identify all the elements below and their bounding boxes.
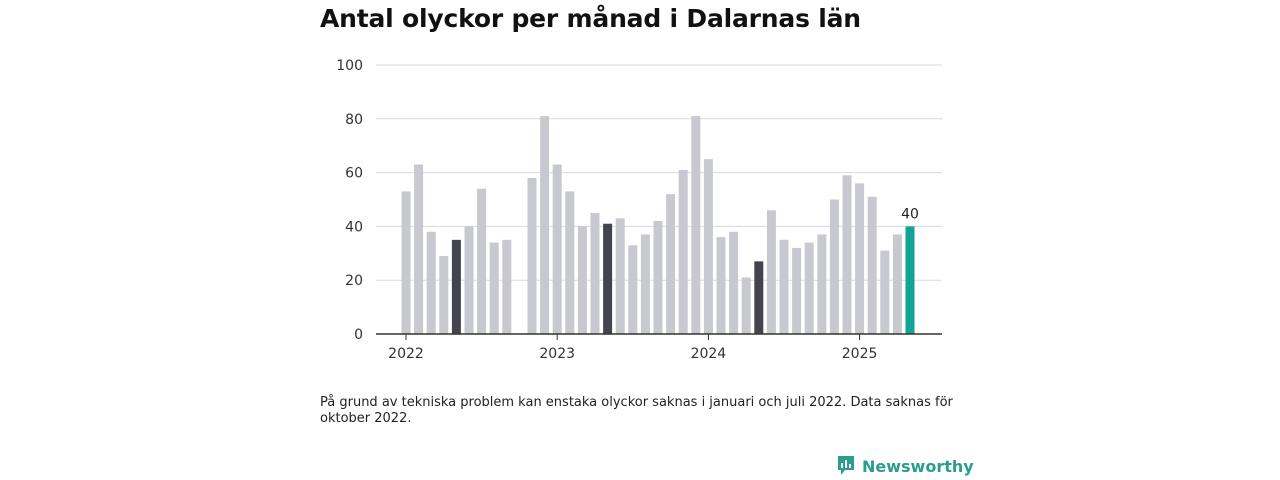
bar-2024-11 <box>829 199 839 334</box>
bar-2022-08 <box>489 242 499 334</box>
bar-2024-02 <box>716 237 726 334</box>
bar-2022-05 <box>451 239 461 334</box>
bar-2025-03 <box>880 250 890 334</box>
x-tick-label: 2023 <box>539 346 575 362</box>
bar-2022-07 <box>477 188 487 334</box>
bar-2023-02 <box>565 191 575 334</box>
bar-2024-03 <box>729 231 739 334</box>
bar-2023-07 <box>628 245 638 334</box>
y-tick-label: 80 <box>345 112 363 128</box>
bar-2025-04 <box>892 234 902 334</box>
bar-2024-08 <box>792 247 802 334</box>
bar-2023-03 <box>577 226 587 334</box>
x-axis-ticks: 2022 2023 2024 2025 <box>388 334 877 362</box>
bar-2023-11 <box>678 169 688 334</box>
bar-2023-06 <box>615 218 625 334</box>
bar-2025-01 <box>855 183 865 334</box>
bar-2024-09 <box>804 242 814 334</box>
bar-2022-02 <box>414 164 424 334</box>
bar-2022-06 <box>464 226 474 334</box>
y-tick-label: 40 <box>345 219 363 235</box>
y-tick-label: 20 <box>345 273 363 289</box>
bars <box>401 116 915 334</box>
bar-2022-12 <box>540 116 550 334</box>
bar-2022-03 <box>426 231 436 334</box>
data-labels: 40 <box>901 206 919 222</box>
bar-2023-12 <box>691 116 701 334</box>
x-tick-label: 2025 <box>842 346 878 362</box>
bar-2023-08 <box>640 234 650 334</box>
bar-2024-07 <box>779 239 789 334</box>
y-tick-label: 100 <box>336 58 363 74</box>
bar-2022-01 <box>401 191 411 334</box>
latest-value-label: 40 <box>901 206 919 222</box>
footnote: På grund av tekniska problem kan enstaka… <box>320 395 953 426</box>
bar-2022-11 <box>527 177 537 334</box>
chart-title: Antal olyckor per månad i Dalarnas län <box>320 4 861 33</box>
y-tick-label: 60 <box>345 166 363 182</box>
bar-2024-12 <box>842 175 852 334</box>
x-tick-label: 2022 <box>388 346 424 362</box>
bar-2025-02 <box>867 196 877 334</box>
bar-2022-09 <box>502 239 512 334</box>
newsworthy-logo-icon <box>838 456 854 475</box>
y-tick-label: 0 <box>354 327 363 343</box>
bar-2023-09 <box>653 221 663 334</box>
bar-2024-04 <box>741 277 751 334</box>
bar-2024-06 <box>766 210 776 334</box>
brand-name: Newsworthy <box>862 456 974 476</box>
bar-2022-04 <box>439 255 449 334</box>
bar-2023-05 <box>603 223 613 334</box>
bar-chart: 0 20 40 60 80 100 2022 2023 2024 2025 40 <box>336 58 942 362</box>
bar-2023-01 <box>552 164 562 334</box>
bar-2023-04 <box>590 212 600 334</box>
bar-2025-05 <box>905 226 915 334</box>
bar-2024-01 <box>703 159 713 334</box>
bar-2024-10 <box>817 234 827 334</box>
y-axis-ticks: 0 20 40 60 80 100 <box>336 58 363 343</box>
bar-2023-10 <box>666 194 676 334</box>
bar-2024-05 <box>754 261 764 334</box>
x-tick-label: 2024 <box>691 346 727 362</box>
brand-logo[interactable]: Newsworthy <box>836 455 974 477</box>
